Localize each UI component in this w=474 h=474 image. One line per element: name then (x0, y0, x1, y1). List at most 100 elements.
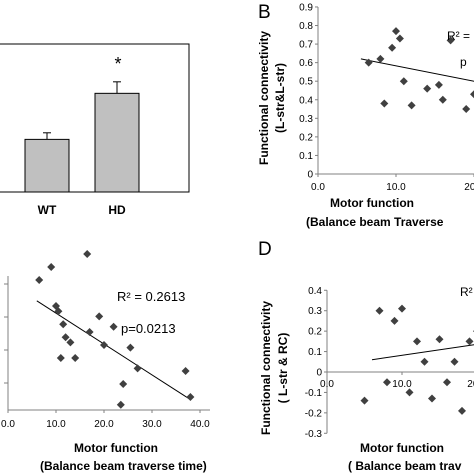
panel-a-tick-label-hd: HD (108, 203, 126, 217)
panel-c-data-point (126, 343, 135, 352)
panel-d-data-point (405, 388, 414, 397)
panel-b-x-tick-label: 20.0 (464, 182, 474, 193)
panel-d-data-point (420, 357, 429, 366)
panel-c-points (35, 250, 195, 409)
panel-d-data-point (383, 378, 391, 387)
panel-b-ylabel-line1: Functional connectivity (257, 31, 271, 165)
panel-d-data-point (360, 396, 369, 405)
panel-a-bar-wt (24, 138, 70, 193)
panel-b-trendline (360, 58, 474, 82)
panel-c-data-point (95, 312, 104, 321)
panel-d-data-point (435, 335, 444, 344)
panel-d: D Functional connectivity ( L-str & RC) … (258, 239, 474, 473)
panel-b-data-point (470, 90, 474, 99)
panel-c-data-point (85, 328, 94, 336)
panel-d-y-tick-label: 0.1 (308, 347, 322, 358)
panel-d-xlabel-line1: Motor function (360, 441, 444, 455)
panel-c-data-point (83, 250, 92, 258)
panel-b-y-tick-label: 0.6 (299, 58, 313, 69)
panel-d-x-tick-label: 20.0 (467, 379, 474, 390)
panel-c-x-tick-label: 10.0 (46, 419, 66, 430)
panel-c-data-point (116, 400, 125, 409)
panel-c-data-point (119, 380, 128, 388)
panel-d-r2-annotation: R² (460, 285, 473, 299)
panel-d-points (360, 304, 474, 415)
panel-b-y-tick-label: 0.1 (299, 151, 313, 162)
panel-d-y-tick-label: 0.2 (308, 327, 322, 338)
panel-b-y-tick-label: 0.2 (299, 132, 313, 143)
panel-b-xlabel-line1: Motor function (330, 196, 414, 210)
panel-c-r2-annotation: R² = 0.2613 (117, 289, 185, 304)
panel-b-y-tick-label: 0.4 (299, 95, 313, 106)
panel-b: B Functional connectivity (L-str&L-str) … (257, 2, 474, 229)
panel-c: 0.0 10.0 20.0 30.0 40.0 R² = 0.2613 p=0.0213… (1, 250, 210, 473)
panel-d-label: D (258, 239, 272, 260)
panel-d-x-tick-label: 10.0 (392, 379, 412, 390)
panel-d-xlabel-line2: ( Balance beam trav (348, 459, 462, 473)
panel-d-y-tick-label: 0 (316, 368, 322, 379)
panel-b-data-point (388, 43, 397, 52)
panel-d-y-tick-label: 0.4 (308, 286, 322, 297)
panel-b-data-point (395, 34, 404, 43)
panel-b-data-point (462, 105, 471, 114)
panel-c-data-point (59, 320, 68, 329)
panel-b-label: B (258, 2, 271, 23)
panel-d-data-point (443, 378, 451, 387)
panel-d-y-tick-label: 0.3 (308, 306, 322, 317)
panel-a: WT HD * (0, 43, 190, 217)
panel-b-r2-annotation: R² = (447, 29, 470, 43)
panel-c-p-annotation: p=0.0213 (121, 321, 176, 336)
panel-a-bar-hd (94, 92, 140, 193)
panel-b-y-tick-label: 0.9 (299, 2, 313, 13)
panel-c-x-tick-label: 20.0 (94, 419, 114, 430)
panel-c-xlabel-line1: Motor function (74, 441, 158, 455)
panel-c-data-point (186, 393, 195, 401)
panel-b-data-point (446, 36, 455, 45)
panel-d-ylabel-line1: Functional connectivity (259, 301, 273, 435)
panel-a-significance-star: * (114, 54, 121, 74)
panel-d-ylabel-line2: ( L-str & RC) (276, 333, 290, 404)
panel-b-data-point (423, 84, 432, 93)
panel-b-data-point (434, 80, 443, 89)
panel-d-data-point (390, 316, 399, 325)
panel-c-data-point (100, 341, 108, 349)
panel-d-data-point (465, 337, 474, 346)
panel-b-y-tick-label: 0.7 (299, 40, 313, 51)
panel-b-y-tick-label: 0.8 (299, 21, 313, 32)
panel-b-y-tick-label: 0.5 (299, 77, 313, 88)
panel-c-data-point (71, 354, 80, 362)
panel-d-data-point (458, 406, 466, 415)
panel-b-data-point (407, 101, 416, 110)
panel-b-x-tick-label: 10.0 (386, 182, 406, 193)
panel-b-y-tick-label: 0 (307, 170, 313, 181)
panel-c-data-point (66, 338, 75, 347)
panel-b-p-annotation: p (460, 55, 467, 69)
panel-d-data-point (428, 394, 436, 403)
panel-d-y-tick-label: -0.2 (305, 408, 323, 419)
panel-d-y-tick-label: -0.1 (305, 388, 323, 399)
panel-d-data-point (413, 337, 421, 346)
panel-a-bars (24, 81, 140, 193)
panel-b-ylabel-line2: (L-str&L-str) (273, 63, 287, 133)
panel-c-data-point (109, 322, 118, 331)
panel-d-axes: -0.3 -0.2 -0.1 0 0.1 0.2 0.3 0.4 0.0 10.0 20.0 (305, 286, 474, 440)
panel-d-data-point (375, 306, 384, 315)
panel-b-x-tick-label: 0.0 (311, 182, 325, 193)
panel-c-data-point (54, 307, 63, 316)
panel-d-data-point (398, 304, 406, 313)
panel-c-x-tick-label: 0.0 (1, 419, 15, 430)
panel-b-points (360, 27, 474, 114)
panel-c-data-point (35, 276, 44, 284)
panel-c-xlabel-line2: (Balance beam traverse time) (40, 459, 207, 473)
panel-b-data-point (380, 99, 389, 108)
panel-c-data-point (133, 364, 142, 373)
panel-b-data-point (399, 77, 408, 86)
panel-c-data-point (61, 333, 70, 342)
panel-d-trendline (371, 344, 474, 361)
panel-c-axes: 0.0 10.0 20.0 30.0 40.0 (1, 276, 210, 430)
panel-b-xlabel-line2: (Balance beam Traverse (306, 215, 444, 229)
panel-c-data-point (56, 354, 65, 362)
panel-b-axes: 00.10.20.30.40.50.60.70.80.90.010.020.03… (299, 2, 474, 193)
